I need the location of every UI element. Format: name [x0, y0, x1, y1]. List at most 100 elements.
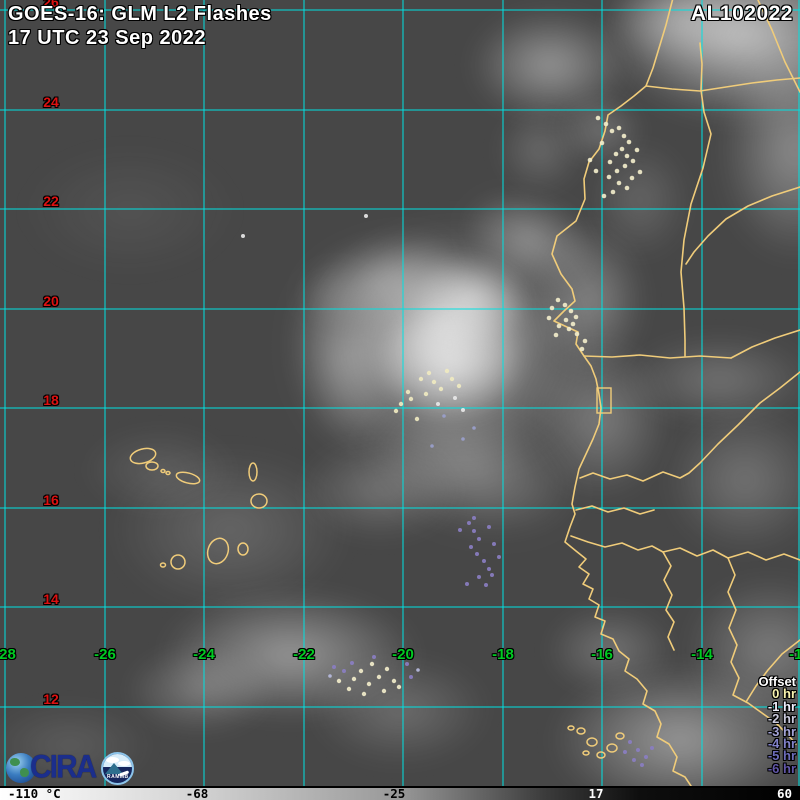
- island-outline: [175, 471, 201, 485]
- lightning-flash-dot: [364, 214, 368, 218]
- latitude-tick-label: 12: [43, 691, 59, 707]
- island-outline: [567, 725, 575, 731]
- coastline-border-path: [685, 186, 800, 265]
- island-outline: [165, 470, 171, 476]
- island-outline: [582, 750, 590, 756]
- lightning-flash-dot: [332, 665, 336, 669]
- latitude-tick-label: 16: [43, 492, 59, 508]
- rammb-logo-icon: RAMMB: [101, 751, 135, 785]
- lightning-flash-dot: [587, 157, 593, 163]
- lightning-flash-dot: [391, 678, 397, 684]
- longitude-tick-label: -26: [94, 646, 116, 663]
- colorbar-tick-label: 60: [776, 786, 792, 800]
- lightning-flash-dot: [477, 537, 481, 541]
- coastline-border-path: [727, 551, 800, 561]
- latitude-tick-label: 22: [43, 193, 59, 209]
- lightning-flash-dot: [484, 583, 488, 587]
- product-title: GOES-16: GLM L2 Flashes: [8, 3, 272, 25]
- lightning-flash-dot: [469, 545, 473, 549]
- lightning-flash-dot: [472, 529, 476, 533]
- lightning-flash-dot: [351, 676, 357, 682]
- colorbar-tick-label: -68: [185, 786, 209, 800]
- coastline-border-path: [745, 639, 800, 703]
- colorbar-tick-label: -25: [382, 786, 406, 800]
- lightning-flash-dot: [467, 521, 471, 525]
- latitude-tick-label: 14: [43, 591, 59, 607]
- valid-time: 17 UTC 23 Sep 2022: [8, 27, 206, 49]
- legend-title: Offset: [758, 674, 796, 689]
- storm-id-label: AL102022: [690, 2, 793, 25]
- temperature-colorbar: -110 °C -68 -25 17 60: [0, 786, 800, 800]
- lightning-flash-dot: [458, 528, 462, 532]
- island-outline: [206, 537, 230, 565]
- island-outline: [248, 462, 258, 482]
- legend-offset-entry: -4 hr: [767, 736, 796, 752]
- coastline-border-path: [579, 371, 800, 482]
- lightning-flash-dot: [405, 662, 409, 666]
- lightning-flash-dot: [376, 674, 382, 680]
- island-outline: [237, 542, 249, 556]
- lightning-flash-dot: [614, 168, 620, 174]
- lightning-flash-dot: [640, 763, 644, 767]
- lightning-flash-dot: [361, 691, 367, 697]
- lightning-flash-dot: [497, 555, 501, 559]
- lightning-flash-dot: [637, 169, 643, 175]
- longitude-tick-label: -22: [293, 646, 315, 663]
- lightning-flash-dot: [595, 115, 601, 121]
- lightning-flash-dot: [384, 666, 390, 672]
- lightning-flash-dot: [622, 163, 628, 169]
- legend-offset-entry: -5 hr: [767, 748, 796, 764]
- coastline-border-path: [730, 329, 800, 359]
- lightning-flash-dot: [628, 740, 632, 744]
- coastline-border-path: [570, 535, 664, 553]
- lightning-flash-dot: [416, 668, 420, 672]
- legend-offset-entry: -1 hr: [767, 698, 796, 714]
- cira-globe-icon: [6, 753, 36, 783]
- lightning-flash-dot: [487, 567, 491, 571]
- longitude-tick-label: -16: [591, 646, 613, 663]
- coastline-border-path: [662, 547, 729, 559]
- longitude-tick-label: -14: [691, 646, 713, 663]
- lightning-flash-dot: [610, 189, 616, 195]
- lightning-flash-dot: [487, 525, 491, 529]
- lightning-flash-dot: [634, 147, 640, 153]
- coastline-border-path: [575, 505, 655, 515]
- island-outline: [615, 732, 625, 740]
- lightning-flash-dot: [490, 573, 494, 577]
- island-outline: [250, 493, 268, 509]
- lightning-flash-dot: [606, 174, 612, 180]
- lightning-flash-dot: [475, 552, 479, 556]
- longitude-tick-label: -20: [392, 646, 414, 663]
- lightning-flash-dot: [603, 121, 609, 127]
- lightning-flash-dot: [372, 655, 376, 659]
- lightning-flash-dot: [396, 684, 402, 690]
- island-outline: [586, 737, 598, 747]
- island-outline: [129, 447, 157, 465]
- coastline-border-path: [727, 557, 797, 745]
- lightning-flash-dot: [636, 748, 640, 752]
- island-outline: [145, 461, 159, 471]
- longitude-tick-label: -18: [492, 646, 514, 663]
- colorbar-tick-label: 17: [588, 786, 604, 800]
- lightning-flash-dot: [601, 193, 607, 199]
- flash-offset-legend: Offset 0 hr -1 hr -2 hr -3 hr -4 hr -5 hr -6 h…: [758, 674, 796, 775]
- lightning-flash-dot: [482, 559, 486, 563]
- lightning-flash-dot: [632, 758, 636, 762]
- lightning-flash-dot: [644, 755, 648, 759]
- lightning-flash-dot: [616, 180, 622, 186]
- lightning-flash-dot: [381, 688, 387, 694]
- latitude-tick-label: 26: [43, 0, 59, 10]
- lightning-flash-dot: [607, 159, 613, 165]
- longitude-tick-label: -24: [193, 646, 215, 663]
- lightning-flash-dot: [593, 168, 599, 174]
- cira-logo-text: CIRA: [30, 749, 97, 786]
- lightning-flash-dot: [350, 661, 354, 665]
- lightning-flash-dot: [621, 133, 627, 139]
- lightning-flash-dot: [624, 185, 630, 191]
- coast-box-outline: [596, 387, 612, 414]
- latitude-tick-label: 24: [43, 94, 59, 110]
- lightning-flash-dot: [599, 140, 605, 146]
